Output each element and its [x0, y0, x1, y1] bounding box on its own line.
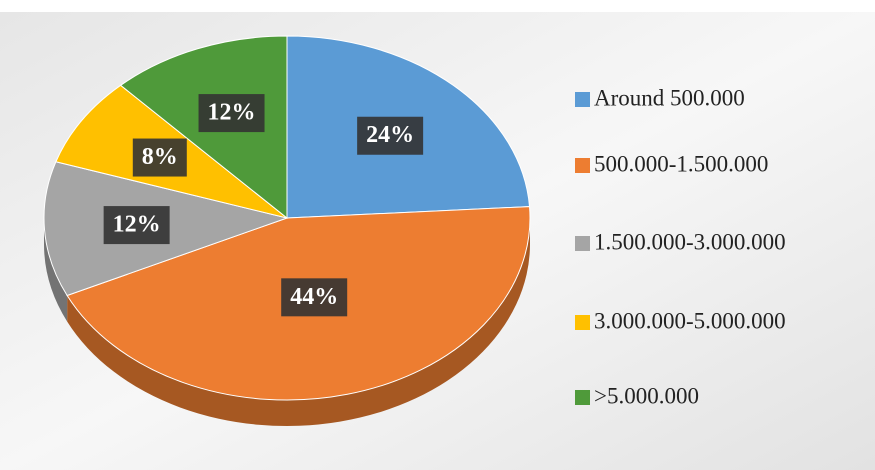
- legend-label: Around 500.000: [594, 85, 745, 110]
- legend-label: >5.000.000: [594, 383, 699, 408]
- legend-label: 1.500.000-3.000.000: [594, 229, 786, 254]
- data-label-box: [281, 278, 348, 317]
- data-label: 8%: [142, 144, 178, 170]
- data-label: 12%: [208, 100, 256, 126]
- slice-side: [67, 218, 531, 426]
- data-label: 12%: [113, 212, 161, 238]
- legend-label: 3.000.000-5.000.000: [594, 308, 786, 333]
- data-label-box: [198, 94, 265, 133]
- legend-swatch: [575, 315, 590, 330]
- data-label-box: [132, 138, 187, 177]
- legend-swatch: [575, 390, 590, 405]
- slice-side: [44, 218, 68, 322]
- data-label-box: [103, 206, 170, 245]
- data-label-box: [357, 116, 424, 155]
- legend-swatch: [575, 236, 590, 251]
- data-label: 24%: [366, 122, 414, 148]
- legend-swatch: [575, 158, 590, 173]
- data-label: 44%: [290, 284, 338, 310]
- legend-swatch: [575, 92, 590, 107]
- legend-label: 500.000-1.500.000: [594, 151, 768, 176]
